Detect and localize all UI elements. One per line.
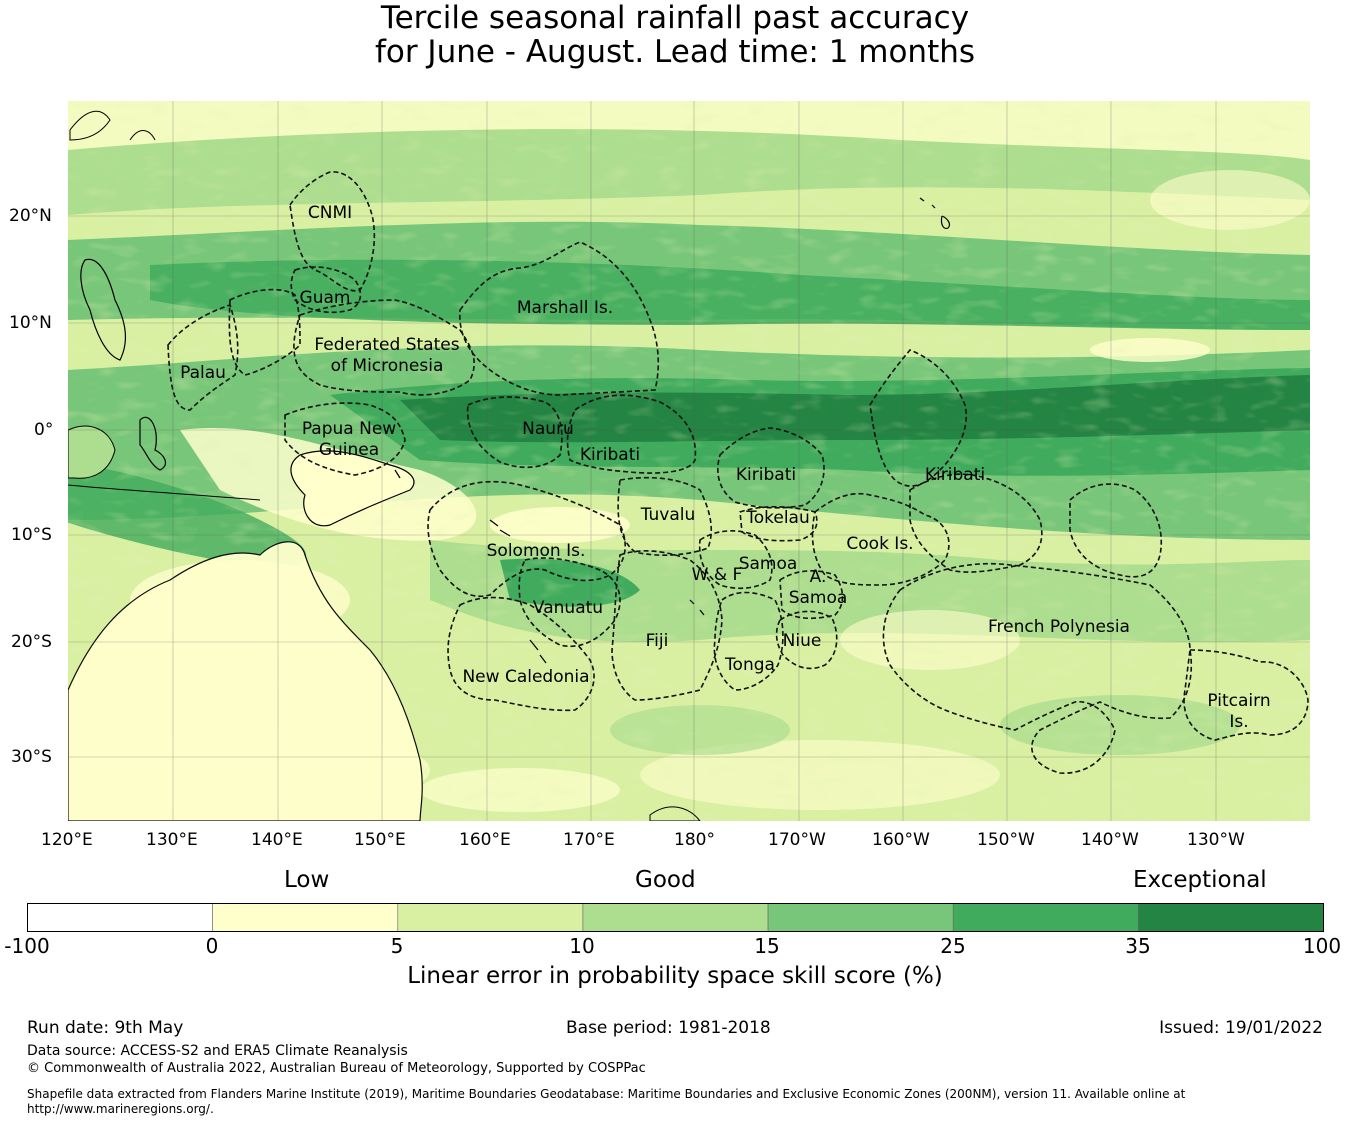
skill-field: [68, 101, 1310, 821]
colorbar-cell: [767, 903, 954, 932]
colorbar-cell: [397, 903, 584, 932]
colorbar-tick: 35: [1125, 934, 1151, 958]
region-label: Is.: [1229, 712, 1248, 732]
lon-tick-label: 130°W: [1187, 830, 1245, 850]
colorbar-cell: [582, 903, 769, 932]
region-label: Samoa: [739, 554, 798, 574]
region-label: Vanuatu: [533, 598, 603, 618]
lon-tick-label: 180°: [674, 830, 715, 850]
region-label: Pitcairn: [1207, 691, 1270, 711]
region-label: Marshall Is.: [517, 298, 613, 318]
gridlines: [68, 101, 1310, 821]
region-label: A.: [810, 567, 827, 587]
region-label: Kiribati: [736, 465, 796, 485]
data-source: Data source: ACCESS-S2 and ERA5 Climate …: [27, 1043, 408, 1059]
run-date: Run date: 9th May: [27, 1018, 184, 1038]
colorbar-cell: [27, 903, 213, 932]
lon-tick-label: 140°E: [251, 830, 303, 850]
region-label: Tuvalu: [640, 505, 696, 525]
chart-title-line2: for June - August. Lead time: 1 months: [374, 34, 976, 70]
colorbar-label: Linear error in probability space skill …: [407, 963, 943, 989]
colorbar-tick: 15: [754, 934, 780, 958]
region-label: Kiribati: [580, 445, 640, 465]
region-label: Fiji: [646, 631, 669, 651]
region-label: of Micronesia: [331, 356, 444, 376]
lon-tick-label: 150°E: [354, 830, 406, 850]
region-label: Federated States: [314, 335, 459, 355]
colorbar: [27, 903, 1324, 932]
colorbar-tick: -100: [4, 934, 50, 958]
lat-tick-label: 0°: [34, 420, 54, 440]
lon-tick-label: 170°W: [768, 830, 826, 850]
lon-tick-label: 120°E: [41, 830, 93, 850]
lon-tick-label: 160°W: [872, 830, 930, 850]
region-label: Kiribati: [925, 465, 985, 485]
region-label: Solomon Is.: [487, 541, 586, 561]
copyright: © Commonwealth of Australia 2022, Austra…: [27, 1061, 646, 1076]
colorbar-word-low: Low: [284, 867, 330, 893]
skill-map: CNMI Guam Marshall Is. Palau Federated S…: [68, 101, 1310, 821]
region-label: Guinea: [319, 440, 379, 460]
region-label: Niue: [783, 631, 822, 651]
region-label: Tokelau: [745, 508, 810, 528]
eez-boundaries: [167, 171, 1309, 774]
region-label: Palau: [180, 363, 226, 383]
lat-tick-label: 10°N: [9, 313, 52, 333]
region-label: French Polynesia: [988, 617, 1130, 637]
lon-tick-label: 170°E: [563, 830, 615, 850]
colorbar-tick: 100: [1302, 934, 1342, 958]
region-label: Tonga: [724, 655, 775, 675]
colorbar-word-exceptional: Exceptional: [1133, 867, 1267, 893]
region-label: Papua New: [302, 419, 396, 439]
colorbar-tick: 0: [205, 934, 219, 958]
issued-date: Issued: 19/01/2022: [1159, 1018, 1323, 1038]
lon-tick-label: 160°E: [459, 830, 511, 850]
region-label: W & F: [692, 565, 743, 585]
region-label: Guam: [300, 288, 351, 308]
region-labels: CNMI Guam Marshall Is. Palau Federated S…: [180, 203, 1271, 732]
region-label: CNMI: [308, 203, 352, 223]
colorbar-cell: [212, 903, 399, 932]
region-label: Cook Is.: [846, 534, 913, 554]
colorbar-word-good: Good: [635, 867, 696, 893]
region-label: Samoa: [789, 588, 848, 608]
shapefile-credit: Shapefile data extracted from Flanders M…: [27, 1087, 1186, 1116]
colorbar-tick: 5: [390, 934, 404, 958]
lat-tick-label: 10°S: [11, 525, 52, 545]
lat-tick-label: 30°S: [11, 747, 52, 767]
lat-tick-label: 20°S: [11, 632, 52, 652]
colorbar-cell: [1138, 903, 1324, 932]
base-period: Base period: 1981-2018: [566, 1018, 771, 1038]
region-label: New Caledonia: [462, 667, 589, 687]
chart-title-line1: Tercile seasonal rainfall past accuracy: [380, 0, 970, 36]
lat-tick-label: 20°N: [9, 206, 52, 226]
lon-tick-label: 140°W: [1081, 830, 1139, 850]
colorbar-cell: [952, 903, 1139, 932]
colorbar-tick: 25: [940, 934, 966, 958]
lon-tick-label: 130°E: [146, 830, 198, 850]
lon-tick-label: 150°W: [977, 830, 1035, 850]
region-label: Nauru: [522, 419, 574, 439]
colorbar-tick: 10: [569, 934, 595, 958]
